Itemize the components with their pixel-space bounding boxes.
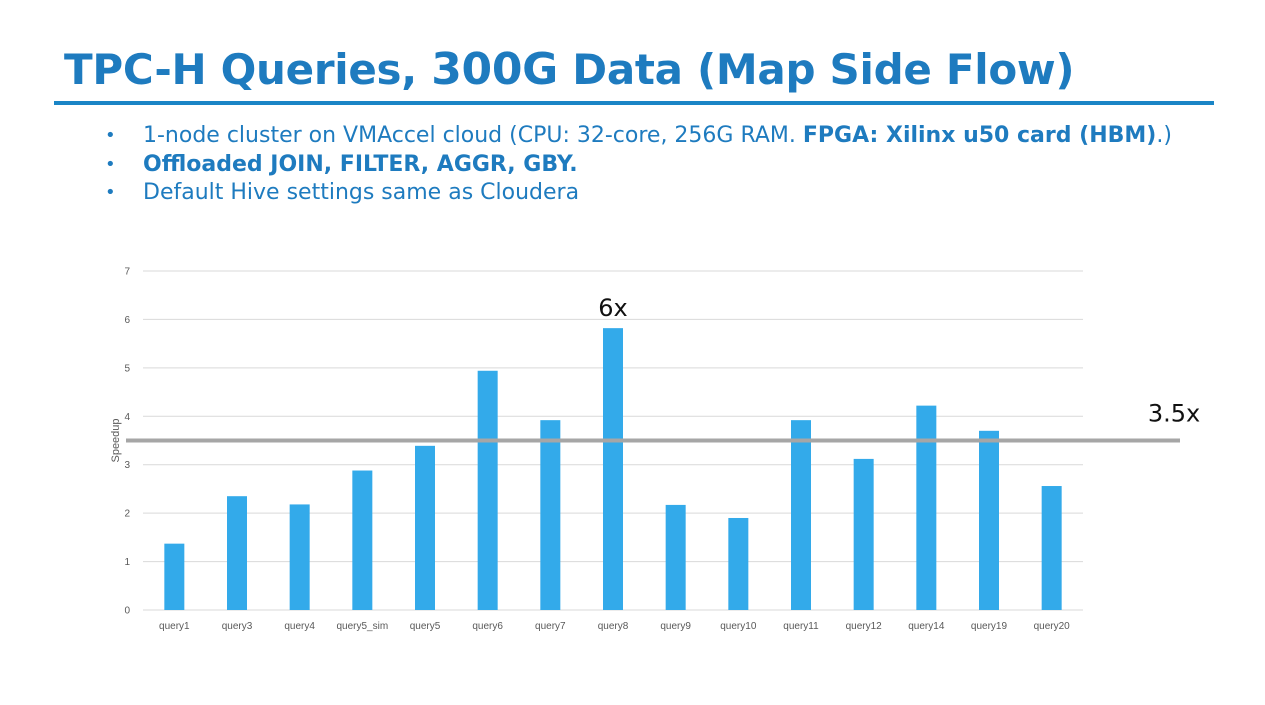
- bullet-icon: •: [105, 182, 116, 203]
- x-tick-label: query8: [598, 621, 629, 632]
- bar-query12: [853, 458, 874, 610]
- bar-query9: [665, 504, 686, 610]
- x-tick-label: query11: [783, 621, 819, 632]
- bar-query5: [415, 445, 435, 610]
- bullet-icon: •: [105, 125, 116, 146]
- x-tick-label: query5: [410, 621, 441, 632]
- x-tick-label: query12: [846, 621, 883, 632]
- bullet-bold-text: Offloaded JOIN, FILTER, AGGR, GBY.: [143, 151, 578, 177]
- x-tick-label: query19: [971, 621, 1008, 632]
- x-tick-label: query9: [660, 621, 691, 632]
- x-tick-label: query10: [720, 621, 757, 632]
- y-tick-label: 0: [124, 606, 130, 617]
- bullet-bold-text: FPGA: Xilinx u50 card (HBM): [802, 123, 1157, 148]
- bar-query14: [916, 405, 937, 610]
- bullet-icon: •: [105, 153, 116, 175]
- bullet-item-offload: • Offloaded JOIN, FILTER, AGGR, GBY.: [105, 151, 1172, 180]
- bullet-item-settings: • Default Hive settings same as Cloudera: [105, 179, 1172, 208]
- bar-query20: [1041, 486, 1062, 610]
- bar-query1: [164, 543, 185, 610]
- bar-query10: [728, 517, 749, 610]
- y-tick-label: 5: [124, 363, 130, 374]
- y-tick-label: 2: [124, 509, 130, 520]
- y-tick-label: 6: [124, 315, 130, 326]
- bullet-list: • 1-node cluster on VMAccel cloud (CPU: …: [105, 122, 1172, 208]
- bar-annotation-label: 6x: [598, 294, 627, 322]
- y-tick-label: 1: [124, 557, 130, 568]
- bullet-item-cluster: • 1-node cluster on VMAccel cloud (CPU: …: [105, 122, 1172, 151]
- y-axis-label: Speedup: [110, 418, 122, 462]
- x-tick-label: query20: [1034, 621, 1071, 632]
- bullet-tail-text: .): [1156, 123, 1172, 148]
- bar-query6: [477, 370, 498, 610]
- slide-title: TPC-H Queries, 300G Data (Map Side Flow): [64, 44, 1075, 95]
- bar-query5_sim: [352, 470, 373, 610]
- x-tick-label: query4: [284, 621, 315, 632]
- title-text-2: 300G: [431, 44, 558, 95]
- bar-query19: [979, 430, 999, 610]
- bar-query7: [540, 420, 561, 610]
- x-tick-label: query6: [472, 621, 503, 632]
- bar-query11: [791, 420, 811, 610]
- bullet-text: 1-node cluster on VMAccel cloud (CPU: 32…: [143, 123, 803, 148]
- reference-line-label: 3.5x: [1148, 400, 1200, 428]
- bullet-text: Default Hive settings same as Cloudera: [143, 180, 580, 205]
- x-tick-label: query5_sim: [336, 621, 388, 632]
- y-tick-label: 7: [124, 267, 130, 278]
- x-tick-label: query1: [159, 621, 190, 632]
- bar-query8: [603, 328, 623, 610]
- title-underline: [54, 101, 1214, 105]
- x-tick-label: query7: [535, 621, 566, 632]
- x-tick-label: query3: [222, 621, 253, 632]
- x-tick-label: query14: [908, 621, 945, 632]
- bar-query3: [227, 496, 247, 610]
- title-text-3: Data (Map Side Flow): [557, 45, 1075, 94]
- y-tick-label: 3: [124, 460, 130, 471]
- y-tick-label: 4: [124, 412, 130, 423]
- title-text-1: TPC-H Queries,: [64, 45, 432, 94]
- bar-query4: [289, 504, 310, 610]
